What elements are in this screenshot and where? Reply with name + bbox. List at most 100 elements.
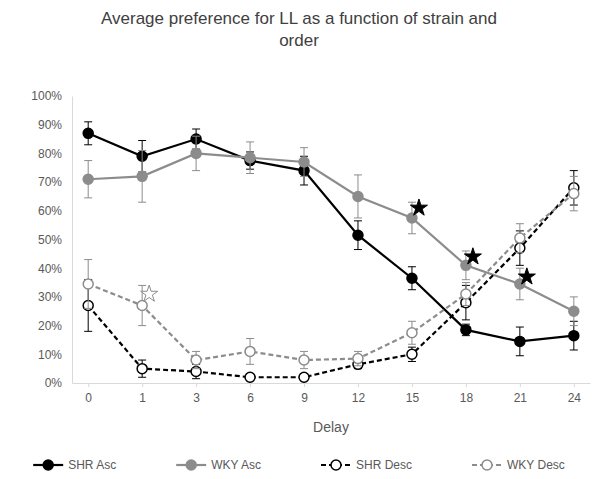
error-bar-cap [192, 378, 200, 379]
point [137, 301, 147, 311]
error-bar-cap [84, 308, 92, 309]
error-bar [192, 351, 200, 368]
error-bar-cap [408, 266, 416, 267]
error-bar-cap [354, 220, 362, 221]
error-bar-cap [138, 140, 146, 141]
y-tick: 90% [38, 118, 72, 132]
x-tick: 12 [352, 383, 366, 405]
x-tick-label: 18 [460, 391, 474, 405]
y-axis: 0%10%20%30%40%50%60%70%80%90%100% [31, 89, 72, 390]
error-bar-cap [192, 170, 200, 171]
error-bar-cap [570, 176, 578, 177]
significance-star [410, 199, 427, 215]
error-bar [516, 327, 524, 356]
error-bar [84, 122, 92, 145]
error-bar-cap [516, 223, 524, 224]
error-bar [570, 297, 578, 326]
x-tick: 0 [85, 383, 92, 405]
error-bar-cap [138, 150, 146, 151]
y-tick-label: 40% [38, 262, 62, 276]
point [137, 171, 147, 181]
error-bar [408, 321, 416, 344]
series-line [88, 153, 574, 311]
point [83, 174, 93, 184]
point [407, 328, 417, 338]
x-tick-label: 21 [514, 391, 528, 405]
error-bar-cap [354, 217, 362, 218]
error-bar [570, 176, 578, 210]
error-bar [354, 221, 362, 250]
error-bar-cap [570, 296, 578, 297]
y-tick-label: 100% [31, 89, 62, 103]
x-axis-line [73, 383, 591, 384]
point [245, 372, 255, 382]
point [461, 289, 471, 299]
error-bar-cap [516, 299, 524, 300]
x-tick-mark [250, 383, 251, 387]
legend-marker [482, 460, 492, 470]
error-bar-cap [354, 249, 362, 250]
error-bar-cap [462, 279, 470, 280]
error-bar-cap [246, 364, 254, 365]
x-tick: 3 [193, 383, 200, 405]
x-tick-mark [574, 383, 575, 387]
point [299, 157, 309, 167]
point [407, 349, 417, 359]
error-bar [570, 321, 578, 350]
x-tick-label: 9 [301, 391, 308, 405]
error-bar [138, 360, 146, 377]
title-line: Average preference for LL as a function … [101, 9, 497, 28]
error-bar-cap [516, 268, 524, 269]
x-axis: 013691215182124 [73, 383, 591, 405]
plot-area [83, 122, 579, 382]
error-bar-cap [138, 360, 146, 361]
legend-item: SHR Asc [33, 458, 116, 472]
x-tick: 24 [568, 383, 582, 405]
point [191, 148, 201, 158]
error-bar-cap [408, 289, 416, 290]
legend-label: SHR Desc [356, 458, 412, 472]
point [299, 372, 309, 382]
error-bar-cap [408, 202, 416, 203]
x-tick-mark [142, 383, 143, 387]
y-tick-label: 0% [45, 376, 63, 390]
error-bar-cap [462, 319, 470, 320]
error-bar-cap [84, 331, 92, 332]
y-tick: 0% [45, 376, 72, 390]
error-bar-cap [138, 377, 146, 378]
x-tick-mark [88, 383, 89, 387]
error-bar-cap [300, 176, 308, 177]
x-tick: 1 [139, 383, 146, 405]
point [353, 230, 363, 240]
error-bar-cap [462, 282, 470, 283]
x-tick-mark [412, 383, 413, 387]
x-tick: 21 [514, 383, 528, 405]
y-tick-label: 60% [38, 204, 62, 218]
error-bar-cap [570, 210, 578, 211]
error-bar-cap [84, 144, 92, 145]
point [353, 354, 363, 364]
x-tick: 18 [460, 383, 474, 405]
legend-item: SHR Desc [321, 458, 412, 472]
y-tick-label: 30% [38, 290, 62, 304]
point [83, 279, 93, 289]
error-bar-cap [84, 259, 92, 260]
error-bar [192, 136, 200, 170]
point [407, 273, 417, 283]
error-bar-cap [408, 344, 416, 345]
point [245, 346, 255, 356]
error-bar-cap [246, 338, 254, 339]
error-bar [516, 268, 524, 300]
x-tick-label: 15 [406, 391, 420, 405]
error-bar-cap [516, 355, 524, 356]
error-bar [138, 151, 146, 203]
x-tick-label: 12 [352, 391, 366, 405]
point [191, 355, 201, 365]
point [83, 128, 93, 138]
series [83, 171, 579, 383]
chart: Average preference for LL as a function … [0, 0, 598, 479]
error-bar-cap [408, 347, 416, 348]
y-tick-label: 10% [38, 348, 62, 362]
error-bar-cap [192, 136, 200, 137]
series [83, 176, 579, 368]
